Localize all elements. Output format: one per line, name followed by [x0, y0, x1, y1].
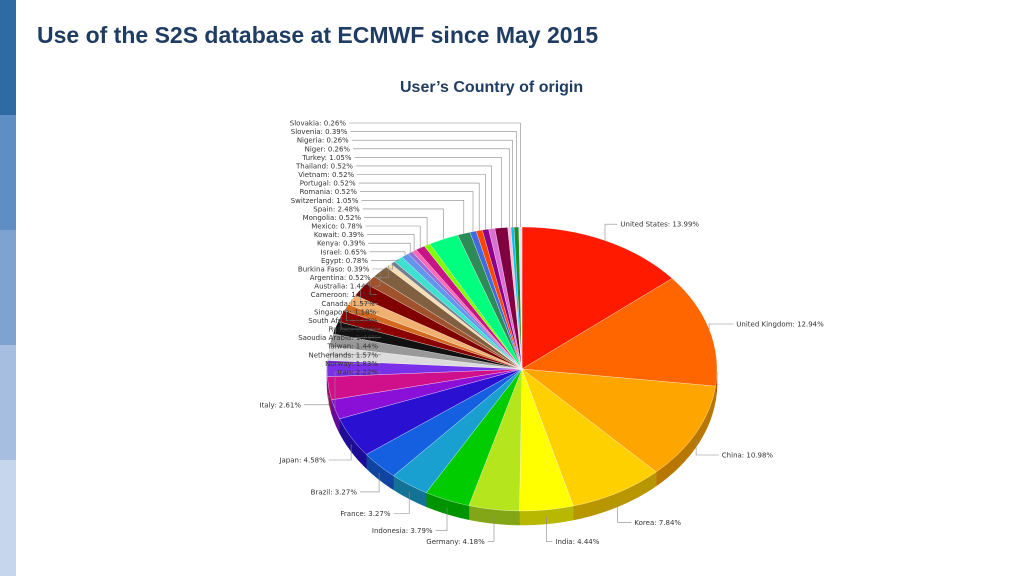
- leader-line: [360, 191, 474, 232]
- leader-line: [372, 262, 394, 270]
- leader-line: [328, 444, 352, 461]
- leader-line: [304, 395, 330, 406]
- leader-line: [487, 516, 495, 542]
- side-bar-segment: [0, 345, 16, 460]
- slice-label: Kenya: 0.39%: [317, 240, 366, 248]
- leader-line: [361, 200, 465, 234]
- slice-label: United Kingdom: 12.94%: [736, 321, 824, 329]
- leader-line: [355, 165, 493, 229]
- slice-label: Niger: 0.26%: [305, 145, 351, 153]
- slice-label: Saoudia Arabia: 1.44%: [298, 334, 378, 342]
- leader-line: [393, 491, 410, 514]
- slice-label: Brazil: 3.27%: [311, 488, 358, 496]
- slice-label: Mongolia: 0.52%: [303, 214, 362, 222]
- leader-line: [327, 353, 381, 356]
- slice-label: Argentina: 0.52%: [310, 274, 371, 282]
- slice-label: Singapore: 1.18%: [314, 308, 376, 316]
- slice-label: United States: 13.99%: [620, 221, 699, 229]
- slice-label: Vietnam: 0.52%: [298, 171, 354, 179]
- leader-line: [366, 234, 415, 251]
- pie-slice: [521, 368, 657, 507]
- leader-line: [371, 259, 399, 261]
- leader-line: [360, 472, 380, 493]
- slice-label: Egypt: 0.78%: [321, 257, 368, 265]
- slice-label: Slovakia: 0.26%: [290, 120, 347, 128]
- slice-label: France: 3.27%: [340, 510, 390, 518]
- leader-line: [354, 157, 502, 228]
- slice-label: Thailand: 0.52%: [295, 162, 353, 170]
- leader-line: [340, 316, 381, 330]
- leader-line: [357, 174, 486, 230]
- slice-label: Netherlands: 1.57%: [309, 351, 379, 359]
- slide-title: Use of the S2S database at ECMWF since M…: [37, 22, 599, 48]
- leader-line: [335, 327, 381, 339]
- leader-line: [326, 363, 381, 369]
- leader-line: [368, 242, 411, 253]
- leader-line: [546, 516, 553, 543]
- side-accent-bar: [0, 0, 16, 576]
- side-bar-segment: [0, 460, 16, 576]
- leader-line: [369, 280, 377, 296]
- leader-line: [353, 148, 510, 228]
- slice-label: Japan: 4.58%: [278, 457, 326, 465]
- slice-label: Norway: 1.83%: [325, 360, 378, 368]
- slice-label: China: 10.98%: [722, 452, 774, 460]
- leader-line: [365, 225, 421, 248]
- leader-line: [358, 182, 480, 231]
- slice-label: Australia: 1.44%: [314, 283, 372, 291]
- slice-label: India: 4.44%: [555, 538, 599, 546]
- slice-label: Taiwan: 1.44%: [326, 343, 378, 351]
- slice-label: Mexico: 0.78%: [311, 223, 363, 231]
- slice-label: Indonesia: 3.79%: [372, 527, 433, 535]
- slice-label: Portugal: 0.52%: [300, 180, 356, 188]
- leader-line: [334, 371, 381, 410]
- slice-label: Turkey: 1.05%: [301, 154, 351, 162]
- leader-line: [351, 299, 380, 313]
- slice-label: Nigeria: 0.26%: [297, 137, 349, 145]
- leader-line: [617, 499, 632, 523]
- pie-slice: [521, 226, 673, 370]
- leader-line: [373, 265, 389, 278]
- slice-label: Korea: 7.84%: [634, 519, 681, 527]
- pie-slice: [521, 368, 716, 473]
- slice-label: Germany: 4.18%: [426, 538, 485, 546]
- leader-line: [351, 139, 513, 228]
- leader-line: [349, 122, 521, 227]
- leader-line: [708, 323, 734, 330]
- slice-label: Russia: 1.31%: [329, 326, 379, 334]
- slice-label: Slovenia: 0.39%: [291, 128, 348, 136]
- slice-label: Switzerland: 1.05%: [291, 197, 359, 205]
- side-bar-segment: [0, 115, 16, 230]
- slice-label: South Africa: 0.78%: [308, 317, 378, 325]
- slice-label: Romania: 0.52%: [300, 188, 358, 196]
- slice-label: Burkina Faso: 0.39%: [298, 266, 370, 274]
- leader-line: [345, 307, 381, 321]
- leader-line: [330, 340, 381, 347]
- slice-label: Italy: 2.61%: [260, 401, 302, 409]
- leader-line: [435, 507, 448, 532]
- slice-label: Kowait: 0.39%: [314, 231, 364, 239]
- side-bar-segment: [0, 0, 16, 115]
- leader-line: [362, 208, 444, 239]
- leader-line: [369, 251, 406, 256]
- leader-line: [360, 289, 378, 304]
- slice-label: Iran: 2.22%: [338, 369, 379, 377]
- leader-line: [604, 223, 618, 241]
- chart-title: User’s Country of origin: [400, 79, 584, 96]
- slice-label: Cameroon: 1.05%: [311, 291, 374, 299]
- leader-line: [350, 131, 517, 228]
- slice-label: Israel: 0.65%: [321, 248, 367, 256]
- slice-label: Canada: 1.57%: [321, 300, 375, 308]
- leader-line: [364, 217, 428, 245]
- slice-label: Spain: 2.48%: [313, 205, 360, 213]
- leader-line: [695, 439, 719, 456]
- side-bar-segment: [0, 230, 16, 345]
- leader-line: [375, 271, 381, 287]
